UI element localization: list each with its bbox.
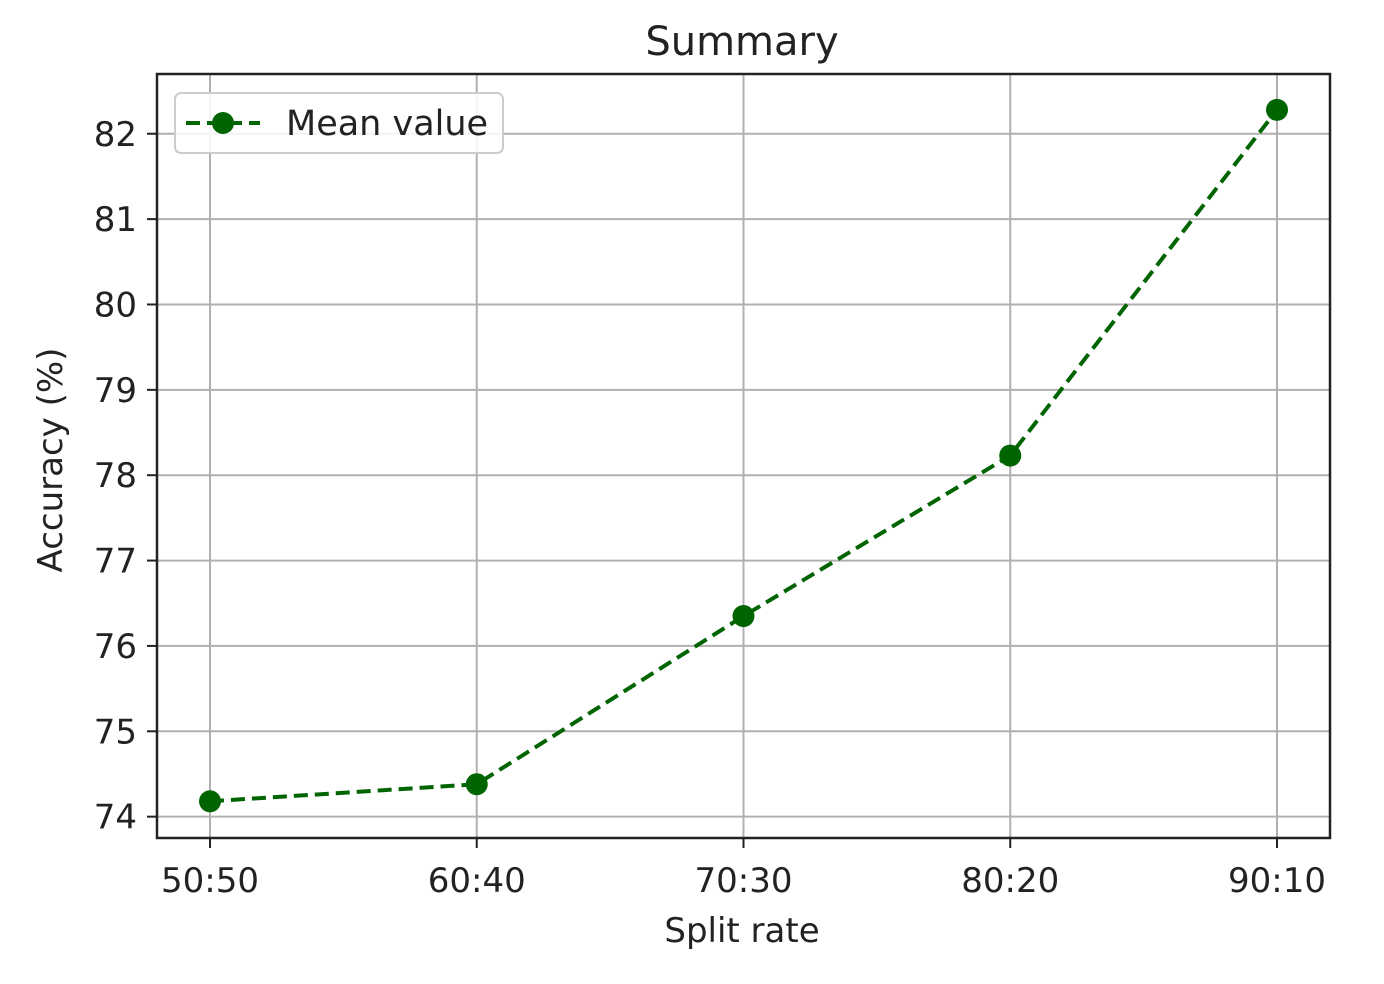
- series-layer: [199, 98, 1288, 813]
- y-axis-label: Accuracy (%): [31, 348, 71, 573]
- data-point: [465, 773, 488, 796]
- y-tick-label: 79: [94, 371, 137, 411]
- y-tick-label: 80: [94, 285, 137, 325]
- plot-frame: [155, 72, 1332, 840]
- axes: 50:50 60:40 70:30 80:20 90:10 74 75 76 77 78 79 80 8…: [94, 72, 1332, 901]
- y-tick-label: 82: [94, 115, 137, 155]
- y-tick-label: 75: [94, 712, 137, 752]
- legend-marker: [212, 112, 234, 134]
- chart-title: Summary: [645, 19, 838, 65]
- legend-label: Mean value: [286, 104, 488, 144]
- data-point: [732, 605, 755, 628]
- x-tick-label: 70:30: [695, 861, 793, 901]
- x-tick-label: 50:50: [161, 861, 259, 901]
- x-tick-label: 90:10: [1228, 861, 1326, 901]
- y-tick-label: 78: [94, 456, 137, 496]
- data-point: [1266, 98, 1288, 121]
- legend-box: [174, 92, 504, 154]
- grid: [157, 74, 1330, 838]
- y-tick-label: 81: [94, 200, 137, 240]
- y-tick-label: 74: [94, 798, 137, 838]
- data-point: [999, 444, 1022, 467]
- x-tick-label: 60:40: [428, 861, 526, 901]
- x-axis-label: Split rate: [664, 911, 819, 951]
- legend: Mean value: [174, 92, 504, 154]
- y-tick-label: 77: [94, 542, 137, 582]
- data-point: [199, 790, 221, 813]
- x-tick-label: 80:20: [961, 861, 1059, 901]
- series-line: [209, 108, 1279, 804]
- y-tick-label: 76: [94, 627, 137, 667]
